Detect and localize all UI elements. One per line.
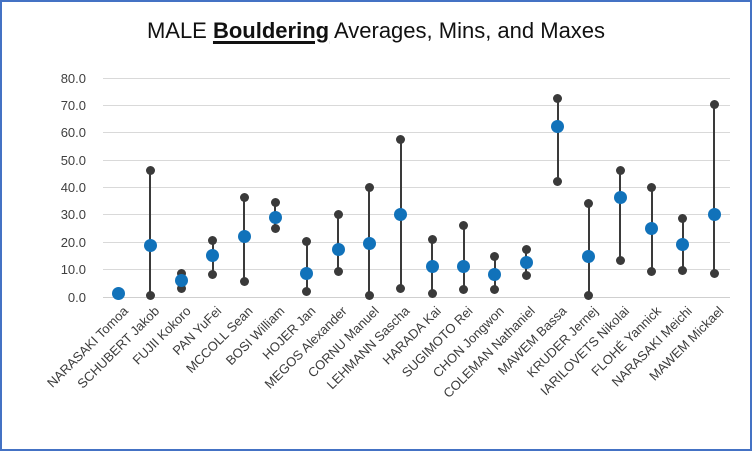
min-point (521, 271, 531, 281)
chart-title-emphasis: Bouldering (212, 18, 330, 43)
gridline (103, 132, 730, 134)
avg-point (707, 207, 721, 221)
max-point (176, 268, 186, 278)
avg-point (519, 255, 533, 269)
max-point (678, 213, 688, 223)
y-axis-tick-label: 30.0 (60, 207, 86, 223)
avg-point (362, 236, 376, 250)
y-axis-tick-label: 40.0 (60, 180, 86, 195)
min-point (145, 290, 155, 300)
avg-point (143, 239, 157, 253)
min-point (678, 265, 688, 275)
y-axis-tick-label: 0.0 (67, 289, 86, 305)
gridline (103, 214, 730, 216)
chart-title-prefix: MALE (146, 18, 213, 43)
hilo-line (713, 104, 716, 274)
avg-point (676, 237, 690, 251)
min-point (615, 256, 625, 266)
hilo-line (149, 170, 152, 296)
chart-title: MALE Bouldering Averages, Mins, and Maxe… (2, 18, 750, 44)
gridline (103, 104, 730, 106)
max-point (584, 198, 594, 208)
min-point (208, 270, 218, 280)
gridline (103, 241, 730, 243)
y-axis-tick-label: 80.0 (60, 70, 86, 86)
max-point (459, 220, 469, 230)
max-point (208, 235, 218, 245)
max-point (647, 182, 657, 192)
hilo-line (462, 225, 465, 290)
gridline (103, 187, 730, 188)
hilo-line (556, 98, 559, 182)
avg-point (425, 259, 439, 273)
max-point (270, 197, 280, 207)
min-point (709, 268, 719, 278)
max-point (615, 166, 625, 176)
max-point (145, 166, 155, 176)
avg-point (268, 210, 282, 224)
avg-point (551, 120, 565, 134)
max-point (490, 252, 500, 262)
max-point (396, 134, 406, 144)
max-point (364, 182, 374, 192)
min-point (647, 267, 657, 277)
avg-point (206, 248, 220, 262)
min-point (176, 283, 186, 293)
min-point (302, 286, 312, 296)
max-point (709, 100, 719, 110)
avg-point (645, 221, 659, 235)
avg-point (613, 191, 627, 205)
gridline (103, 77, 730, 79)
max-point (333, 209, 343, 219)
y-axis-tick-label: 50.0 (60, 152, 86, 168)
gridline (103, 269, 730, 271)
hilo-line (305, 241, 308, 292)
min-point (396, 283, 406, 293)
hilo-line (619, 170, 622, 261)
y-axis-tick-label: 20.0 (60, 234, 86, 250)
min-point (553, 177, 563, 187)
avg-point (488, 268, 502, 282)
min-point (239, 276, 249, 286)
gridline (103, 159, 730, 161)
hilo-line (587, 203, 590, 296)
min-point (364, 290, 374, 300)
y-axis-tick-label: 10.0 (60, 262, 86, 278)
max-point (427, 234, 437, 244)
chart-title-suffix: Averages, Mins, and Maxes (329, 18, 606, 43)
max-point (553, 93, 563, 103)
hilo-line (337, 214, 340, 272)
avg-point (300, 266, 314, 280)
gridline (103, 296, 730, 298)
avg-point (457, 259, 471, 273)
max-point (521, 245, 531, 255)
avg-point (112, 287, 126, 301)
min-point (427, 289, 437, 299)
min-point (584, 290, 594, 300)
avg-point (394, 207, 408, 221)
min-point (459, 285, 469, 295)
avg-point (174, 273, 188, 287)
min-point (333, 267, 343, 277)
avg-point (331, 243, 345, 257)
y-axis-tick-label: 60.0 (60, 125, 86, 141)
avg-point (582, 250, 596, 264)
max-point (302, 237, 312, 247)
avg-point (237, 229, 251, 243)
max-point (239, 193, 249, 203)
min-point (490, 285, 500, 295)
y-axis-tick-label: 70.0 (60, 97, 86, 113)
min-point (270, 223, 280, 233)
